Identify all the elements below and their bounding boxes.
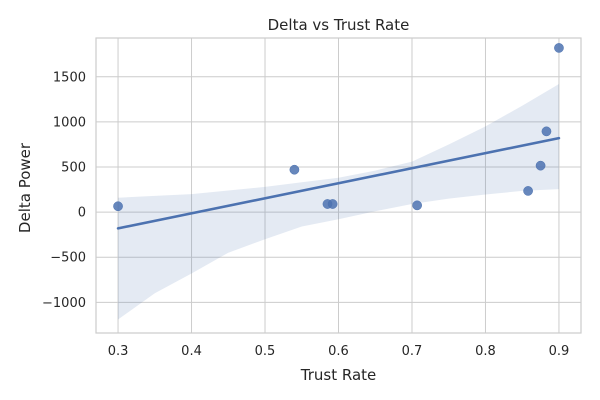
data-point: [412, 200, 422, 211]
y-axis-label: Delta Power: [16, 142, 34, 233]
y-tick-label: −1000: [42, 296, 86, 311]
y-tick-label: 0: [78, 206, 86, 221]
points-layer: [113, 43, 564, 212]
data-point: [289, 164, 300, 175]
x-tick-label: 0.7: [402, 344, 423, 359]
x-tick-label: 0.3: [108, 344, 129, 359]
y-tick-label: 1500: [53, 70, 86, 85]
regression-line: [116, 136, 561, 230]
confidence-band: [118, 84, 559, 320]
y-tick-label: 1000: [53, 115, 86, 130]
x-axis-label: Trust Rate: [300, 366, 377, 384]
x-tick-label: 0.9: [549, 344, 570, 359]
data-point: [541, 126, 552, 137]
chart-title: Delta vs Trust Rate: [268, 16, 410, 34]
data-point: [554, 43, 564, 53]
data-point: [535, 160, 546, 171]
grid: [96, 38, 581, 333]
x-tick-label: 0.5: [255, 344, 276, 359]
regression-line-layer: [116, 136, 561, 230]
y-tick-label: −500: [50, 251, 86, 266]
data-point: [113, 201, 123, 212]
plot-frame: [95, 37, 582, 334]
x-tick-label: 0.4: [181, 344, 202, 359]
x-tick-label: 0.6: [328, 344, 349, 359]
confidence-band-layer: [118, 84, 559, 320]
y-tick-label: 500: [61, 161, 86, 176]
x-tick-labels: 0.3 0.4 0.5 0.6 0.7 0.8 0.9: [108, 344, 570, 359]
data-point: [523, 186, 533, 196]
x-tick-label: 0.8: [475, 344, 496, 359]
data-point: [327, 199, 338, 209]
y-tick-labels: −1000 −500 0 500 1000 1500: [42, 70, 86, 311]
